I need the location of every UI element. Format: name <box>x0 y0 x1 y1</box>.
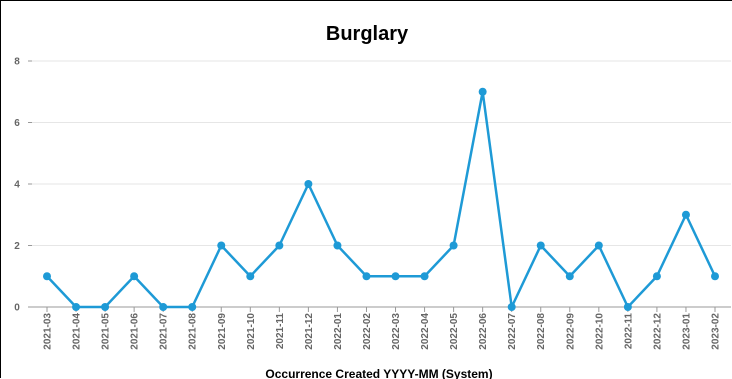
data-points <box>43 87 719 311</box>
y-tick-label: 6 <box>14 118 20 129</box>
y-tick-label: 0 <box>14 303 20 314</box>
x-tick-label: 2021-04 <box>72 313 83 350</box>
data-point[interactable] <box>507 303 516 311</box>
data-point[interactable] <box>652 272 661 281</box>
y-tick-label: 8 <box>14 57 20 68</box>
x-tick-label: 2022-01 <box>333 313 344 350</box>
x-tick-label: 2022-02 <box>362 313 373 350</box>
x-tick-label: 2022-06 <box>478 313 489 350</box>
x-tick-label: 2022-10 <box>594 313 605 350</box>
x-axis-label: Occurrence Created YYYY-MM (System) <box>265 367 492 379</box>
data-point[interactable] <box>130 272 139 281</box>
y-tick-label: 2 <box>14 241 20 252</box>
series-line <box>46 90 717 309</box>
y-axis: 0 2 4 6 8 <box>14 57 32 314</box>
data-point[interactable] <box>43 272 51 281</box>
x-tick-label: 2022-07 <box>507 313 518 350</box>
grid-lines <box>32 60 731 246</box>
x-tick-label: 2022-04 <box>420 313 431 350</box>
data-point[interactable] <box>159 303 168 311</box>
data-point[interactable] <box>333 241 342 250</box>
x-tick-label: 2021-08 <box>188 313 199 350</box>
x-tick-label: 2022-05 <box>449 313 460 350</box>
chart-title: Burglary <box>326 23 409 45</box>
x-tick-label: 2022-09 <box>565 313 576 350</box>
x-tick-label: 2021-06 <box>130 313 141 350</box>
x-tick-label: 2021-05 <box>101 313 112 350</box>
data-point[interactable] <box>188 303 197 311</box>
x-tick-label: 2022-03 <box>391 313 402 350</box>
data-point[interactable] <box>72 303 81 311</box>
data-point[interactable] <box>478 87 487 96</box>
data-point[interactable] <box>275 241 284 250</box>
data-point[interactable] <box>217 241 226 250</box>
data-point[interactable] <box>391 272 400 281</box>
data-point[interactable] <box>594 241 603 250</box>
data-point[interactable] <box>362 272 371 281</box>
data-point[interactable] <box>681 210 690 219</box>
data-point[interactable] <box>536 241 545 250</box>
x-tick-label: 2023-02 <box>711 313 722 350</box>
x-tick-label: 2021-09 <box>217 313 228 350</box>
x-tick-label: 2021-12 <box>304 313 315 350</box>
data-point[interactable] <box>101 303 110 311</box>
x-tick-label: 2022-12 <box>652 313 663 350</box>
y-tick-label: 4 <box>14 180 20 191</box>
data-point[interactable] <box>246 272 255 281</box>
data-point[interactable] <box>420 272 429 281</box>
x-tick-label: 2021-03 <box>43 313 54 350</box>
x-tick-label: 2021-11 <box>275 313 286 350</box>
x-tick-label: 2023-01 <box>681 313 692 350</box>
data-point[interactable] <box>565 272 574 281</box>
data-point[interactable] <box>449 241 458 250</box>
x-tick-label: 2022-11 <box>623 313 634 350</box>
x-tick-label: 2022-08 <box>536 313 547 350</box>
x-axis: 2021-03 2021-04 2021-05 2021-06 2021-07 2021-… <box>32 306 731 350</box>
data-point[interactable] <box>623 303 632 311</box>
x-tick-label: 2021-07 <box>159 313 170 350</box>
x-tick-label: 2021-10 <box>246 313 257 350</box>
data-point[interactable] <box>711 272 719 281</box>
data-point[interactable] <box>304 180 313 188</box>
